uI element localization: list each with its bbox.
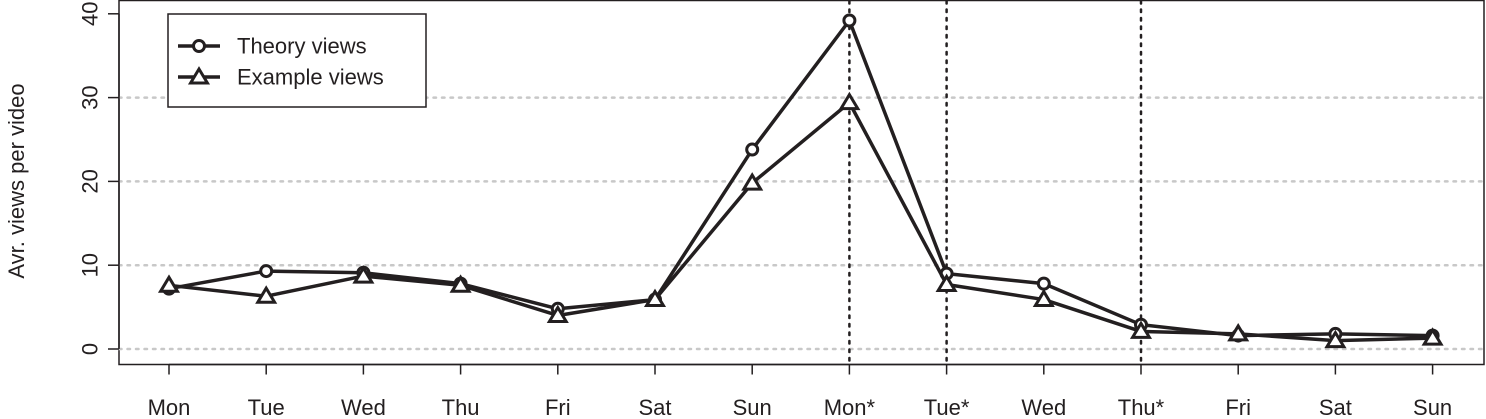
x-tick-label: Sun <box>1413 395 1452 419</box>
legend-item: Example views <box>178 65 384 90</box>
x-tick-label: Wed <box>1021 395 1066 419</box>
x-tick-label: Mon* <box>824 395 876 419</box>
circle-marker-icon <box>192 39 206 53</box>
gridlines <box>117 96 1486 351</box>
x-tick-label: Sat <box>1319 395 1352 419</box>
data-point <box>643 288 667 308</box>
data-point <box>1227 323 1250 342</box>
legend-label: Theory views <box>237 34 367 59</box>
legend-label: Example views <box>237 65 384 90</box>
x-axis: Mon Tue Wed Thu Fri Sat Sun Mon* Tue* Wed Thu* Fri S… <box>148 363 1452 419</box>
x-tick-label: Thu <box>442 395 480 419</box>
series-group <box>157 13 1444 349</box>
data-point <box>745 142 760 157</box>
y-tick-label: 20 <box>78 169 103 193</box>
data-point <box>157 274 181 293</box>
legend-item: Theory views <box>178 34 367 59</box>
data-point <box>1324 329 1347 349</box>
y-tick-label: 10 <box>78 253 103 277</box>
x-tick-label: Fri <box>545 395 571 419</box>
data-point <box>1421 327 1444 346</box>
x-tick-label: Sat <box>638 395 671 419</box>
legend: Theory views Example views <box>167 13 427 108</box>
data-point <box>838 91 861 111</box>
x-tick-label: Thu* <box>1118 395 1165 419</box>
data-point <box>935 273 958 292</box>
y-tick-label: 30 <box>78 85 103 109</box>
data-point <box>1032 288 1055 308</box>
series <box>157 91 1444 349</box>
data-point <box>842 13 857 28</box>
y-tick-label: 40 <box>78 2 103 26</box>
x-tick-label: Wed <box>341 395 386 419</box>
y-axis-label: Avr. views per video <box>4 83 29 278</box>
triangle-marker-icon <box>187 66 211 85</box>
data-point <box>1129 320 1153 339</box>
data-point <box>259 264 274 279</box>
legend-box <box>167 13 427 108</box>
data-point <box>255 285 278 304</box>
x-tick-label: Sun <box>733 395 772 419</box>
y-tick-label: 0 <box>78 343 103 355</box>
series-line <box>168 100 1433 343</box>
data-point <box>1036 276 1051 291</box>
data-point <box>741 172 764 191</box>
data-point <box>352 265 375 284</box>
x-tick-label: Fri <box>1225 395 1251 419</box>
reference-lines <box>848 0 1143 366</box>
data-point <box>449 274 472 293</box>
data-point <box>546 304 569 323</box>
x-tick-label: Tue <box>248 395 285 419</box>
x-tick-label: Mon <box>148 395 191 419</box>
y-axis: 0 10 20 30 40 <box>78 2 120 355</box>
x-tick-label: Tue* <box>924 395 970 419</box>
